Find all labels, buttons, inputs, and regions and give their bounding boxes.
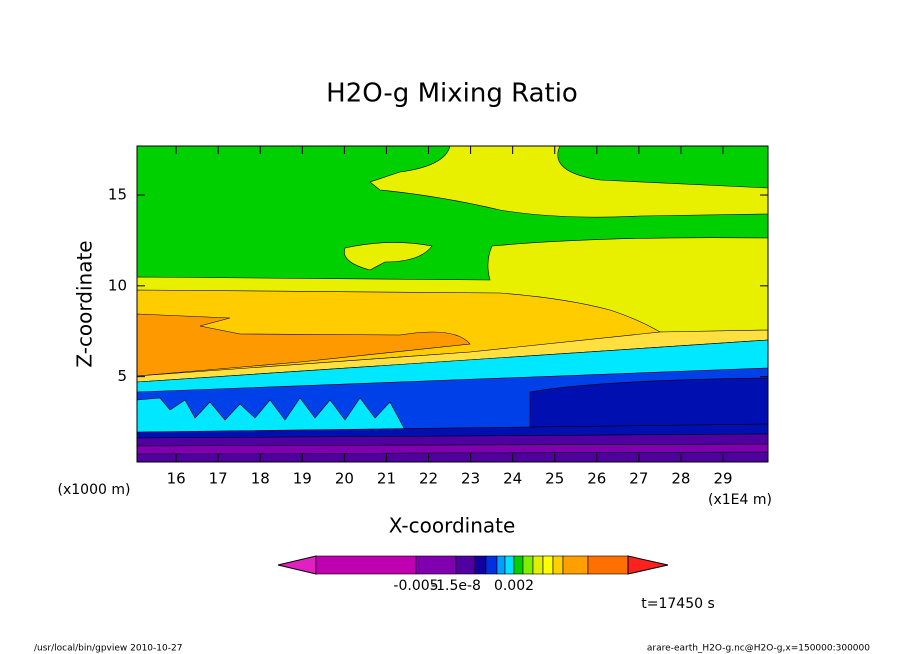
colorbar-tick-label: -0.005 — [393, 578, 438, 594]
colorbar-segment — [496, 555, 506, 575]
x-tick-label: 28 — [671, 470, 690, 488]
contour-region — [137, 451, 768, 462]
x-tick-label: 29 — [713, 470, 732, 488]
colorbar-segment — [532, 555, 544, 575]
colorbar-segment — [474, 555, 487, 575]
colorbar-segment — [522, 555, 534, 575]
x-tick-label: 21 — [377, 470, 396, 488]
x-tick-label: 22 — [419, 470, 438, 488]
x-tick-label: 20 — [335, 470, 354, 488]
contour-region — [137, 397, 406, 437]
colorbar-segment — [485, 555, 498, 575]
colorbar-segment — [415, 555, 457, 575]
colorbar-segment — [562, 555, 589, 575]
contour-region — [369, 146, 768, 218]
x-tick-label: 26 — [587, 470, 606, 488]
x-tick-label: 16 — [167, 470, 186, 488]
colorbar-segment — [315, 555, 417, 575]
x-unit: (x1E4 m) — [708, 492, 772, 508]
colorbar-segment — [542, 555, 554, 575]
colorbar-segment — [455, 555, 476, 575]
y-tick-label: 10 — [108, 276, 127, 294]
colorbar-arrow — [627, 555, 669, 575]
colorbar-segment — [513, 555, 524, 575]
x-tick-label: 23 — [461, 470, 480, 488]
x-tick-label: 27 — [629, 470, 648, 488]
colorbar-tick-label: 0.002 — [494, 578, 534, 594]
x-tick-label: 25 — [545, 470, 564, 488]
x-tick-label: 24 — [503, 470, 522, 488]
x-tick-label: 19 — [293, 470, 312, 488]
contour-region — [343, 242, 433, 271]
colorbar-arrow — [277, 555, 317, 575]
colorbar-segment — [552, 555, 564, 575]
contour-field — [137, 146, 768, 462]
time-label: t=17450 s — [641, 596, 715, 612]
y-axis-label: Z-coordinate — [73, 240, 97, 367]
chart-title: H2O-g Mixing Ratio — [326, 79, 578, 109]
contour-region — [137, 313, 471, 377]
x-tick-label: 17 — [209, 470, 228, 488]
footer-right: arare-earth_H2O-g.nc@H2O-g,x=150000:3000… — [647, 644, 870, 654]
x-tick-label: 18 — [251, 470, 270, 488]
y-tick-label: 15 — [108, 186, 127, 204]
footer-left: /usr/local/bin/gpview 2010-10-27 — [34, 644, 182, 654]
contour-region — [137, 329, 768, 383]
x-axis-label: X-coordinate — [389, 514, 516, 538]
y-unit: (x1000 m) — [58, 482, 131, 498]
colorbar-tick-label: -1.5e-8 — [431, 578, 481, 594]
y-tick-label: 5 — [117, 367, 127, 385]
colorbar-segment — [587, 555, 629, 575]
colorbar-segment — [504, 555, 515, 575]
plot-frame — [136, 145, 769, 463]
